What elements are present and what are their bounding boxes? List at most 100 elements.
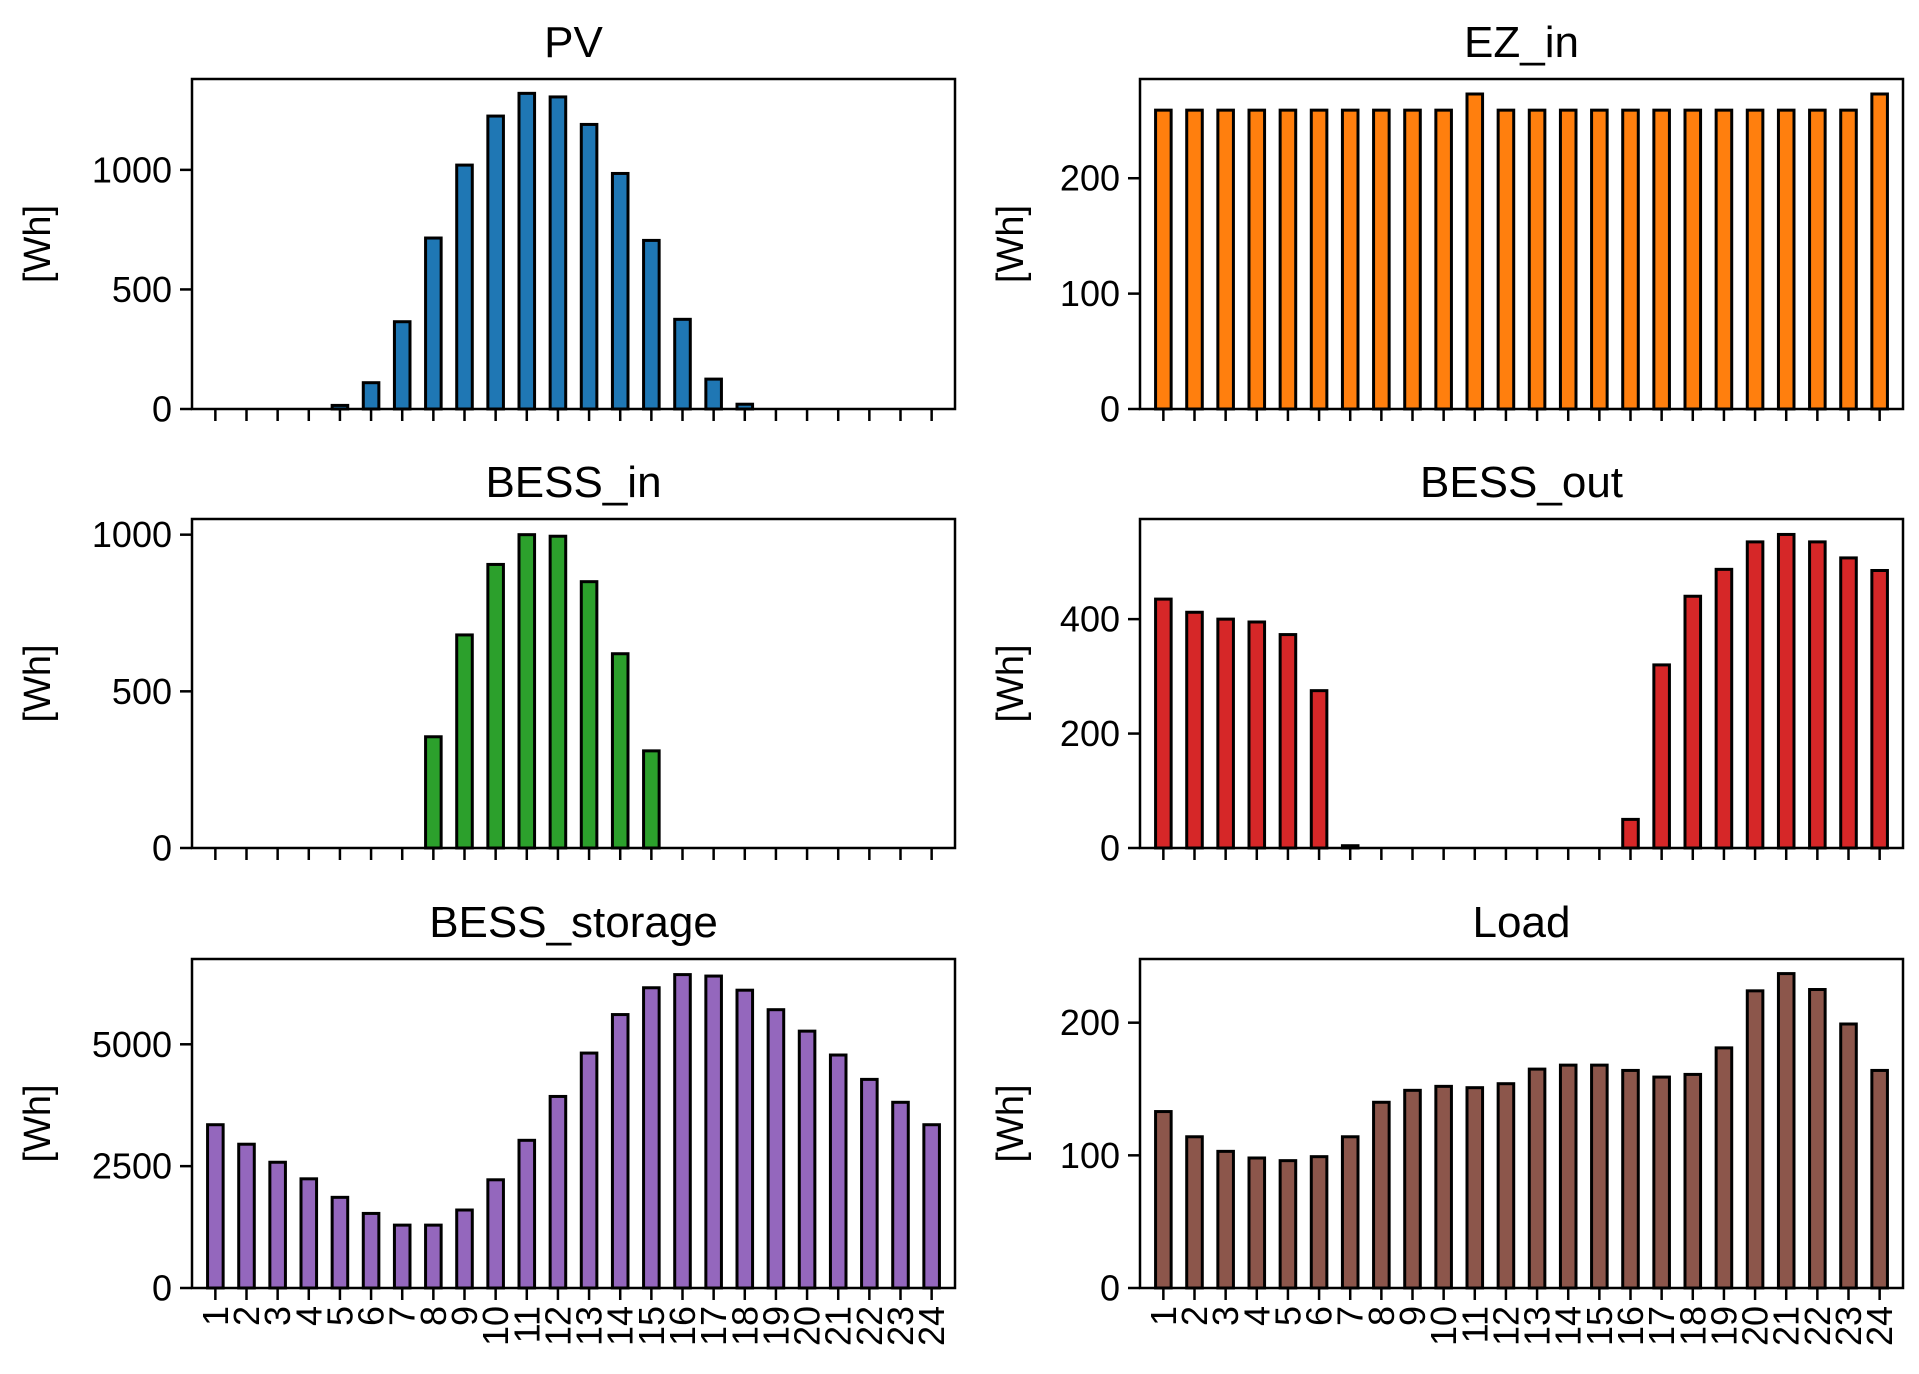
bess-storage-xtick-label-4: 4 bbox=[288, 1306, 329, 1326]
load-bar-7 bbox=[1340, 1135, 1360, 1290]
bess-storage-xtick-label-2: 2 bbox=[226, 1306, 267, 1326]
load-xtick-label-7: 7 bbox=[1330, 1306, 1371, 1326]
bess-out-bar-17 bbox=[1652, 663, 1671, 850]
pv-bar-11 bbox=[517, 91, 537, 411]
bess-out-axes-frame bbox=[1138, 517, 1905, 850]
load-plot: 0100200123456789101112131415161718192021… bbox=[1060, 957, 1905, 1346]
bess-storage-xtick-label-10: 10 bbox=[475, 1306, 516, 1346]
bess-out-bar-20 bbox=[1745, 540, 1765, 850]
load-bar-11 bbox=[1465, 1086, 1485, 1290]
ez-in-bar-24 bbox=[1870, 92, 1889, 411]
load-xtick-label-12: 12 bbox=[1485, 1306, 1526, 1346]
bess-out-bar-5 bbox=[1278, 633, 1298, 850]
load-xtick-label-23: 23 bbox=[1828, 1306, 1869, 1346]
bess-storage-xtick-label-11: 11 bbox=[506, 1306, 547, 1343]
pv-title: PV bbox=[544, 18, 603, 67]
bess-storage-xtick-label-9: 9 bbox=[444, 1306, 485, 1326]
bess-in-bar-10 bbox=[486, 562, 505, 850]
bess-out-bar-1 bbox=[1154, 597, 1173, 850]
bess-in-ytick-label-1000: 1000 bbox=[92, 514, 172, 555]
load-xtick-label-17: 17 bbox=[1641, 1306, 1682, 1346]
bess-storage-xtick-label-17: 17 bbox=[693, 1306, 734, 1346]
ez-in-ytick-label-200: 200 bbox=[1060, 158, 1120, 199]
bess-storage-bar-1 bbox=[206, 1123, 225, 1290]
bess-in-ytick-label-500: 500 bbox=[112, 671, 172, 712]
pv-bar-10 bbox=[486, 114, 505, 411]
load-bar-24 bbox=[1870, 1068, 1889, 1290]
load-bar-16 bbox=[1621, 1068, 1640, 1290]
ez-in-bar-11 bbox=[1465, 92, 1485, 411]
load-bar-10 bbox=[1434, 1084, 1453, 1290]
load-xtick-label-21: 21 bbox=[1766, 1306, 1807, 1346]
ez-in-bar-22 bbox=[1808, 108, 1827, 411]
pv-bar-17 bbox=[704, 377, 723, 411]
bess-out-plot: 0 200 400 bbox=[1060, 517, 1905, 869]
bess-storage-xtick-label-22: 22 bbox=[849, 1306, 890, 1346]
ez-in-bar-8 bbox=[1372, 108, 1391, 411]
ez-in-ytick-label-100: 100 bbox=[1060, 273, 1120, 314]
load-xtick-label-10: 10 bbox=[1423, 1306, 1464, 1346]
pv-bar-6 bbox=[361, 381, 381, 411]
bess-storage-xtick-label-3: 3 bbox=[257, 1306, 298, 1326]
bess-out-bar-2 bbox=[1185, 610, 1204, 850]
load-xtick-label-11: 11 bbox=[1454, 1306, 1495, 1343]
bess-in-bar-15 bbox=[642, 749, 661, 850]
bess-storage-bar-6 bbox=[361, 1211, 381, 1290]
load-xtick-label-13: 13 bbox=[1517, 1306, 1558, 1346]
bess-storage-bar-19 bbox=[766, 1008, 786, 1290]
bess-storage-xtick-label-16: 16 bbox=[662, 1306, 703, 1346]
load-ytick-label-200: 200 bbox=[1060, 1002, 1120, 1043]
bess-storage-xtick-label-8: 8 bbox=[413, 1306, 454, 1326]
bess-storage-bar-7 bbox=[392, 1223, 412, 1290]
bess-storage-xtick-label-18: 18 bbox=[724, 1306, 765, 1346]
pv-bar-14 bbox=[610, 171, 630, 411]
bess-storage-xtick-label-13: 13 bbox=[569, 1306, 610, 1346]
bess-storage-xtick-label-23: 23 bbox=[880, 1306, 921, 1346]
pv-bar-9 bbox=[455, 163, 474, 411]
load-xtick-label-3: 3 bbox=[1205, 1306, 1246, 1326]
pv-ytick-label-0: 0 bbox=[152, 389, 172, 430]
load-xtick-label-16: 16 bbox=[1610, 1306, 1651, 1346]
load-bar-6 bbox=[1309, 1155, 1329, 1290]
bess-storage-bar-20 bbox=[797, 1029, 817, 1290]
load-bar-17 bbox=[1652, 1075, 1671, 1290]
bess-storage-bar-5 bbox=[330, 1195, 350, 1290]
ez-in-axes-frame bbox=[1138, 77, 1905, 411]
bess-in-bar-9 bbox=[455, 633, 474, 850]
load-xtick-label-1: 1 bbox=[1143, 1306, 1184, 1326]
bess-storage-bar-16 bbox=[673, 973, 692, 1290]
load-title: Load bbox=[1473, 898, 1571, 947]
ez-in-bar-20 bbox=[1745, 108, 1765, 411]
bess-out-bar-22 bbox=[1808, 540, 1827, 850]
bess-storage-ytick-label-0: 0 bbox=[152, 1268, 172, 1309]
bess-storage-xtick-label-14: 14 bbox=[600, 1306, 641, 1346]
bess-out-bar-18 bbox=[1683, 594, 1703, 850]
bess-storage-bar-10 bbox=[486, 1178, 505, 1290]
bess-out-bar-24 bbox=[1870, 568, 1889, 850]
bess-storage-xtick-label-15: 15 bbox=[631, 1306, 672, 1346]
load-xtick-label-19: 19 bbox=[1703, 1306, 1744, 1346]
load-xtick-label-5: 5 bbox=[1267, 1306, 1308, 1326]
load-bar-18 bbox=[1683, 1072, 1703, 1290]
subplot-pv: PV [Wh] 0 500 1000 bbox=[17, 18, 957, 430]
load-xtick-label-22: 22 bbox=[1797, 1306, 1838, 1346]
bess-storage-bar-21 bbox=[828, 1053, 848, 1290]
ez-in-bar-23 bbox=[1839, 108, 1858, 411]
ez-in-bar-19 bbox=[1714, 108, 1734, 411]
ez-in-bar-18 bbox=[1683, 108, 1703, 411]
ez-in-bar-12 bbox=[1496, 108, 1516, 411]
subplot-ez-in: EZ_in [Wh] 0 100 200 bbox=[990, 18, 1905, 430]
ez-in-bar-14 bbox=[1558, 108, 1578, 411]
ez-in-bar-16 bbox=[1621, 108, 1640, 411]
ez-in-ytick-label-0: 0 bbox=[1100, 389, 1120, 430]
ez-in-bar-5 bbox=[1278, 108, 1298, 411]
load-xtick-label-18: 18 bbox=[1672, 1306, 1713, 1346]
bess-storage-bar-11 bbox=[517, 1138, 537, 1290]
bess-in-bar-8 bbox=[424, 735, 443, 850]
ez-in-bar-7 bbox=[1340, 108, 1360, 411]
bess-in-title: BESS_in bbox=[485, 458, 661, 507]
load-bar-5 bbox=[1278, 1159, 1298, 1290]
bess-storage-ylabel: [Wh] bbox=[17, 1084, 59, 1162]
ez-in-ylabel: [Wh] bbox=[990, 205, 1032, 283]
